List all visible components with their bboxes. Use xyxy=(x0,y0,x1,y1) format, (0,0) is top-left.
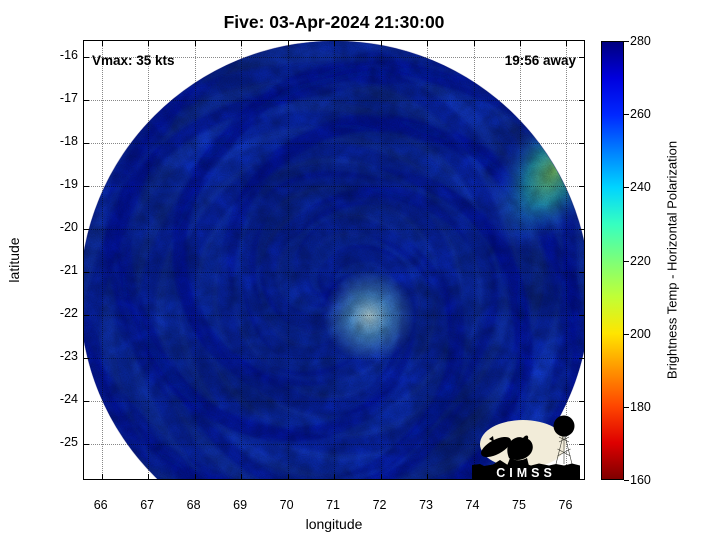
svg-text:CIMSS: CIMSS xyxy=(496,466,556,480)
